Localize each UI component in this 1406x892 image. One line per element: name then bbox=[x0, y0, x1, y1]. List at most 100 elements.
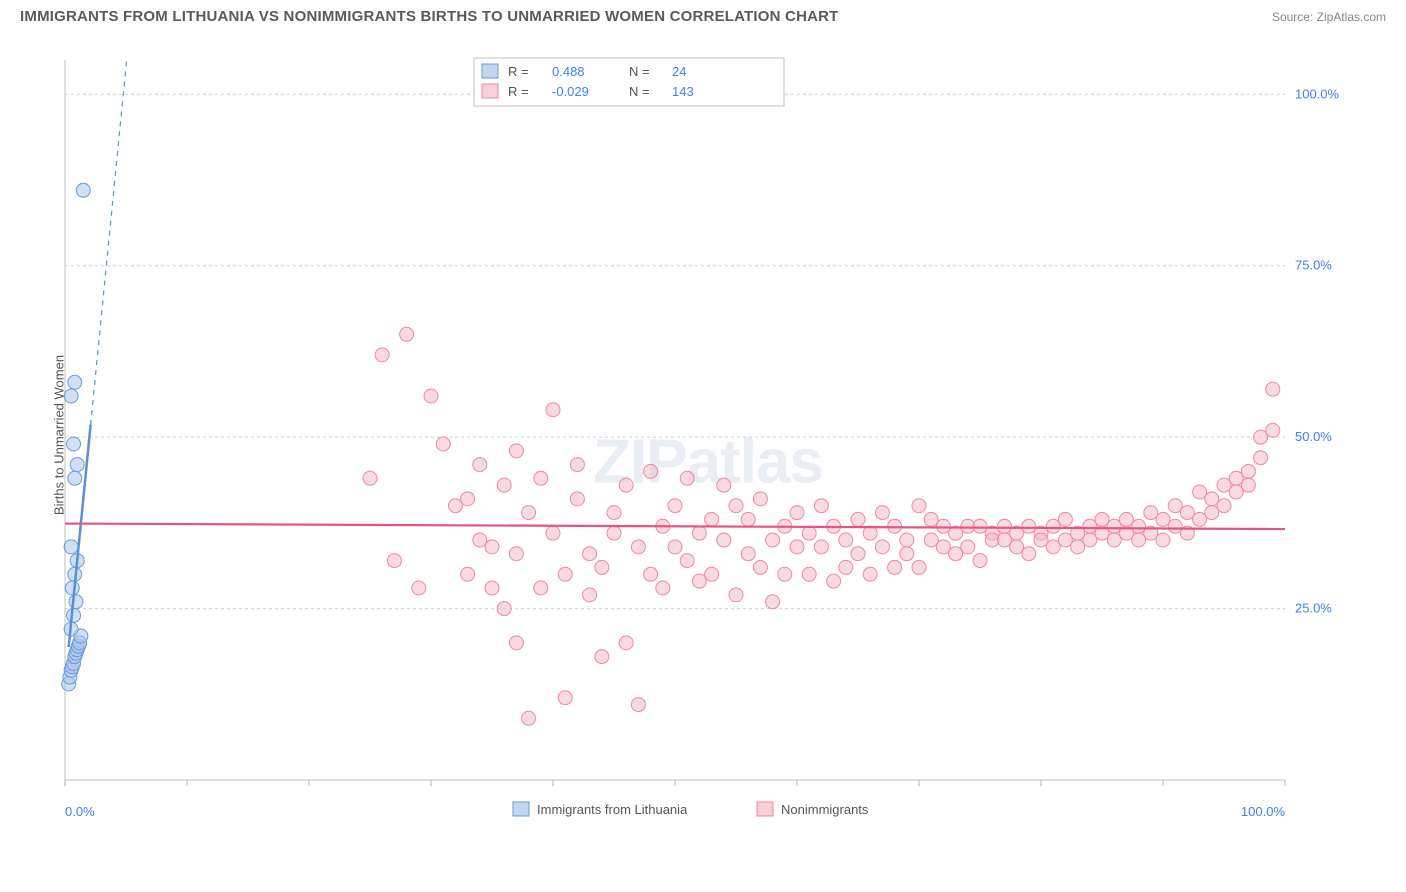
data-point bbox=[1254, 430, 1268, 444]
legend-series-label: Immigrants from Lithuania bbox=[537, 802, 688, 817]
data-point bbox=[753, 492, 767, 506]
data-point bbox=[583, 588, 597, 602]
data-point bbox=[534, 581, 548, 595]
data-point bbox=[668, 499, 682, 513]
data-point bbox=[973, 519, 987, 533]
data-point bbox=[534, 471, 548, 485]
data-point bbox=[1132, 519, 1146, 533]
data-point bbox=[717, 533, 731, 547]
data-point bbox=[729, 588, 743, 602]
data-point bbox=[741, 512, 755, 526]
data-point bbox=[631, 698, 645, 712]
data-point bbox=[705, 567, 719, 581]
data-point bbox=[863, 567, 877, 581]
data-point bbox=[1046, 519, 1060, 533]
data-point bbox=[67, 437, 81, 451]
data-point bbox=[839, 560, 853, 574]
data-point bbox=[619, 636, 633, 650]
x-tick-label: 100.0% bbox=[1241, 804, 1286, 819]
legend-n-label: N = bbox=[629, 84, 650, 99]
data-point bbox=[851, 512, 865, 526]
correlation-scatter-chart: 25.0%50.0%75.0%100.0%0.0%100.0%ZIPatlasR… bbox=[45, 40, 1345, 830]
data-point bbox=[644, 464, 658, 478]
data-point bbox=[497, 478, 511, 492]
data-point bbox=[766, 533, 780, 547]
data-point bbox=[412, 581, 426, 595]
data-point bbox=[766, 595, 780, 609]
data-point bbox=[70, 458, 84, 472]
data-point bbox=[1095, 512, 1109, 526]
data-point bbox=[509, 547, 523, 561]
data-point bbox=[509, 636, 523, 650]
data-point bbox=[1144, 506, 1158, 520]
legend-swatch bbox=[482, 64, 498, 78]
data-point bbox=[1034, 533, 1048, 547]
data-point bbox=[68, 471, 82, 485]
chart-title: IMMIGRANTS FROM LITHUANIA VS NONIMMIGRAN… bbox=[20, 8, 839, 25]
data-point bbox=[461, 492, 475, 506]
data-point bbox=[705, 512, 719, 526]
data-point bbox=[802, 526, 816, 540]
data-point bbox=[436, 437, 450, 451]
data-point bbox=[888, 560, 902, 574]
data-point bbox=[473, 533, 487, 547]
data-point bbox=[1132, 533, 1146, 547]
data-point bbox=[875, 540, 889, 554]
data-point bbox=[485, 540, 499, 554]
data-point bbox=[497, 602, 511, 616]
data-point bbox=[790, 506, 804, 520]
data-point bbox=[583, 547, 597, 561]
data-point bbox=[875, 506, 889, 520]
data-point bbox=[67, 608, 81, 622]
data-point bbox=[1083, 519, 1097, 533]
data-point bbox=[912, 499, 926, 513]
data-point bbox=[448, 499, 462, 513]
data-point bbox=[1071, 540, 1085, 554]
data-point bbox=[631, 540, 645, 554]
data-point bbox=[400, 327, 414, 341]
data-point bbox=[936, 519, 950, 533]
x-tick-label: 0.0% bbox=[65, 804, 95, 819]
data-point bbox=[802, 567, 816, 581]
data-point bbox=[1022, 519, 1036, 533]
data-point bbox=[924, 512, 938, 526]
data-point bbox=[1119, 512, 1133, 526]
data-point bbox=[64, 389, 78, 403]
data-point bbox=[644, 567, 658, 581]
data-point bbox=[753, 560, 767, 574]
data-point bbox=[387, 554, 401, 568]
data-point bbox=[1083, 533, 1097, 547]
data-point bbox=[1241, 478, 1255, 492]
data-point bbox=[595, 650, 609, 664]
data-point bbox=[1010, 540, 1024, 554]
data-point bbox=[729, 499, 743, 513]
data-point bbox=[912, 560, 926, 574]
data-point bbox=[692, 574, 706, 588]
data-point bbox=[692, 526, 706, 540]
data-point bbox=[424, 389, 438, 403]
data-point bbox=[509, 444, 523, 458]
data-point bbox=[1168, 499, 1182, 513]
data-point bbox=[851, 547, 865, 561]
data-point bbox=[375, 348, 389, 362]
legend-swatch bbox=[513, 802, 529, 816]
data-point bbox=[570, 458, 584, 472]
legend-n-label: N = bbox=[629, 64, 650, 79]
data-point bbox=[546, 526, 560, 540]
data-point bbox=[668, 540, 682, 554]
data-point bbox=[68, 375, 82, 389]
data-point bbox=[1266, 423, 1280, 437]
data-point bbox=[900, 533, 914, 547]
data-point bbox=[1180, 506, 1194, 520]
data-point bbox=[485, 581, 499, 595]
data-point bbox=[522, 711, 536, 725]
data-point bbox=[924, 533, 938, 547]
data-point bbox=[949, 547, 963, 561]
data-point bbox=[814, 540, 828, 554]
data-point bbox=[473, 458, 487, 472]
data-point bbox=[76, 183, 90, 197]
legend-r-value: 0.488 bbox=[552, 64, 585, 79]
data-point bbox=[619, 478, 633, 492]
legend-r-value: -0.029 bbox=[552, 84, 589, 99]
data-point bbox=[546, 403, 560, 417]
